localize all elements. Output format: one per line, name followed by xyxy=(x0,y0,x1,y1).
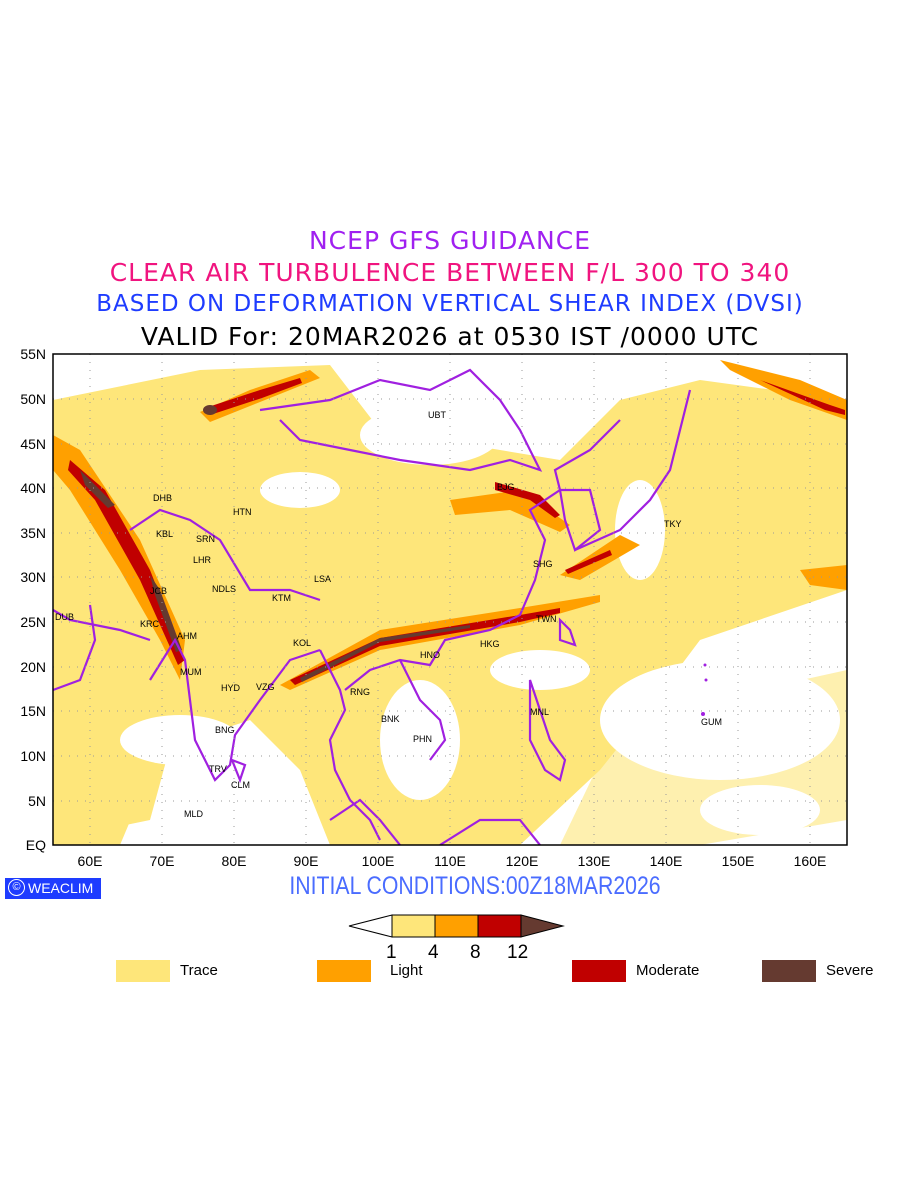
station-label: KOL xyxy=(293,638,311,648)
title-product: CLEAR AIR TURBULENCE BETWEEN F/L 300 TO … xyxy=(109,258,791,287)
map-frame xyxy=(52,353,848,846)
legend-swatch-trace xyxy=(116,960,170,982)
station-label: HKG xyxy=(480,639,500,649)
station-label: TWN xyxy=(536,614,557,624)
lon-label: 140E xyxy=(650,853,683,869)
station-label: HTN xyxy=(233,507,252,517)
lat-label: 50N xyxy=(20,391,46,407)
station-label: DUB xyxy=(55,612,74,622)
colorbar-tick: 8 xyxy=(470,942,481,963)
lat-label: 40N xyxy=(20,480,46,496)
legend-label-light: Light xyxy=(390,962,423,979)
station-label: SHG xyxy=(533,559,553,569)
station-labels: UBT BJG TKY DHB HTN KBL SRN LHR LSA JCB … xyxy=(55,410,722,819)
station-label: LSA xyxy=(314,574,331,584)
station-label: TKY xyxy=(664,519,682,529)
station-label: RNG xyxy=(350,687,370,697)
station-label: DHB xyxy=(153,493,172,503)
colorbar-tick: 12 xyxy=(507,942,529,963)
lon-label: 80E xyxy=(222,853,247,869)
station-label: CLM xyxy=(231,780,250,790)
station-label: KTM xyxy=(272,593,291,603)
station-label: UBT xyxy=(428,410,447,420)
lon-label: 100E xyxy=(362,853,395,869)
lat-label: 10N xyxy=(20,748,46,764)
colorbar-tick: 4 xyxy=(428,942,439,963)
colorbar-over-arrow xyxy=(520,914,565,938)
colorbar-light xyxy=(434,914,479,938)
longitude-axis: 60E 70E 80E 90E 100E 110E 120E 130E 140E… xyxy=(78,853,827,869)
station-label: KBL xyxy=(156,529,173,539)
colorbar-under-arrow xyxy=(348,914,393,938)
legend-swatch-moderate xyxy=(572,960,626,982)
station-label: PHN xyxy=(413,734,432,744)
lon-label: 150E xyxy=(722,853,755,869)
station-label: AHM xyxy=(177,631,197,641)
legend-swatch-light xyxy=(317,960,371,982)
lon-label: 90E xyxy=(294,853,319,869)
station-label: LHR xyxy=(193,555,212,565)
initial-conditions: INITIAL CONDITIONS:00Z18MAR2026 xyxy=(289,872,661,900)
legend-swatch-severe xyxy=(762,960,816,982)
lat-label: 35N xyxy=(20,525,46,541)
station-label: GUM xyxy=(701,717,722,727)
lat-label: 5N xyxy=(28,793,46,809)
severe-turbulence-areas xyxy=(80,405,470,682)
lat-label: 45N xyxy=(20,436,46,452)
station-label: BJG xyxy=(497,482,515,492)
station-label: MLD xyxy=(184,809,204,819)
title-model: NCEP GFS GUIDANCE xyxy=(308,226,591,255)
islands xyxy=(701,663,708,716)
lat-label: 15N xyxy=(20,703,46,719)
station-label: VZG xyxy=(256,682,275,692)
moderate-turbulence-areas xyxy=(68,378,845,685)
station-label: BNG xyxy=(215,725,235,735)
latitude-axis: 55N 50N 45N 40N 35N 30N 25N 20N 15N 10N … xyxy=(20,346,46,853)
station-label: MUM xyxy=(180,667,202,677)
copyright-icon: © xyxy=(8,879,25,896)
lon-label: 130E xyxy=(578,853,611,869)
station-label: TRV xyxy=(209,764,227,774)
colorbar-moderate xyxy=(477,914,522,938)
station-label: HNO xyxy=(420,650,440,660)
station-label: HYD xyxy=(221,683,241,693)
lon-label: 70E xyxy=(150,853,175,869)
lat-label: 25N xyxy=(20,614,46,630)
station-label: NDLS xyxy=(212,584,236,594)
lon-label: 60E xyxy=(78,853,103,869)
turbulence-map: UBT BJG TKY DHB HTN KBL SRN LHR LSA JCB … xyxy=(20,346,848,869)
colorbar xyxy=(348,914,565,938)
colorbar-tick: 1 xyxy=(386,942,397,963)
lat-label: 20N xyxy=(20,659,46,675)
station-label: KRC xyxy=(140,619,160,629)
lon-label: 160E xyxy=(794,853,827,869)
station-label: SRN xyxy=(196,534,215,544)
coastlines-borders xyxy=(53,368,692,845)
weaclim-logo: © WEACLIM xyxy=(5,878,101,899)
legend-label-severe: Severe xyxy=(826,962,874,979)
lon-label: 110E xyxy=(434,853,466,869)
logo-text: WEACLIM xyxy=(28,880,94,896)
title-method: BASED ON DEFORMATION VERTICAL SHEAR INDE… xyxy=(96,291,804,317)
lat-label: EQ xyxy=(26,837,46,853)
station-label: JCB xyxy=(150,586,167,596)
lat-label: 55N xyxy=(20,346,46,362)
title-valid-time: VALID For: 20MAR2026 at 0530 IST /0000 U… xyxy=(140,322,760,351)
lat-label: 30N xyxy=(20,569,46,585)
colorbar-trace xyxy=(391,914,436,938)
legend-label-moderate: Moderate xyxy=(636,962,700,979)
lon-label: 120E xyxy=(506,853,539,869)
legend-label-trace: Trace xyxy=(180,962,218,979)
station-label: BNK xyxy=(381,714,400,724)
station-label: MNL xyxy=(530,707,549,717)
